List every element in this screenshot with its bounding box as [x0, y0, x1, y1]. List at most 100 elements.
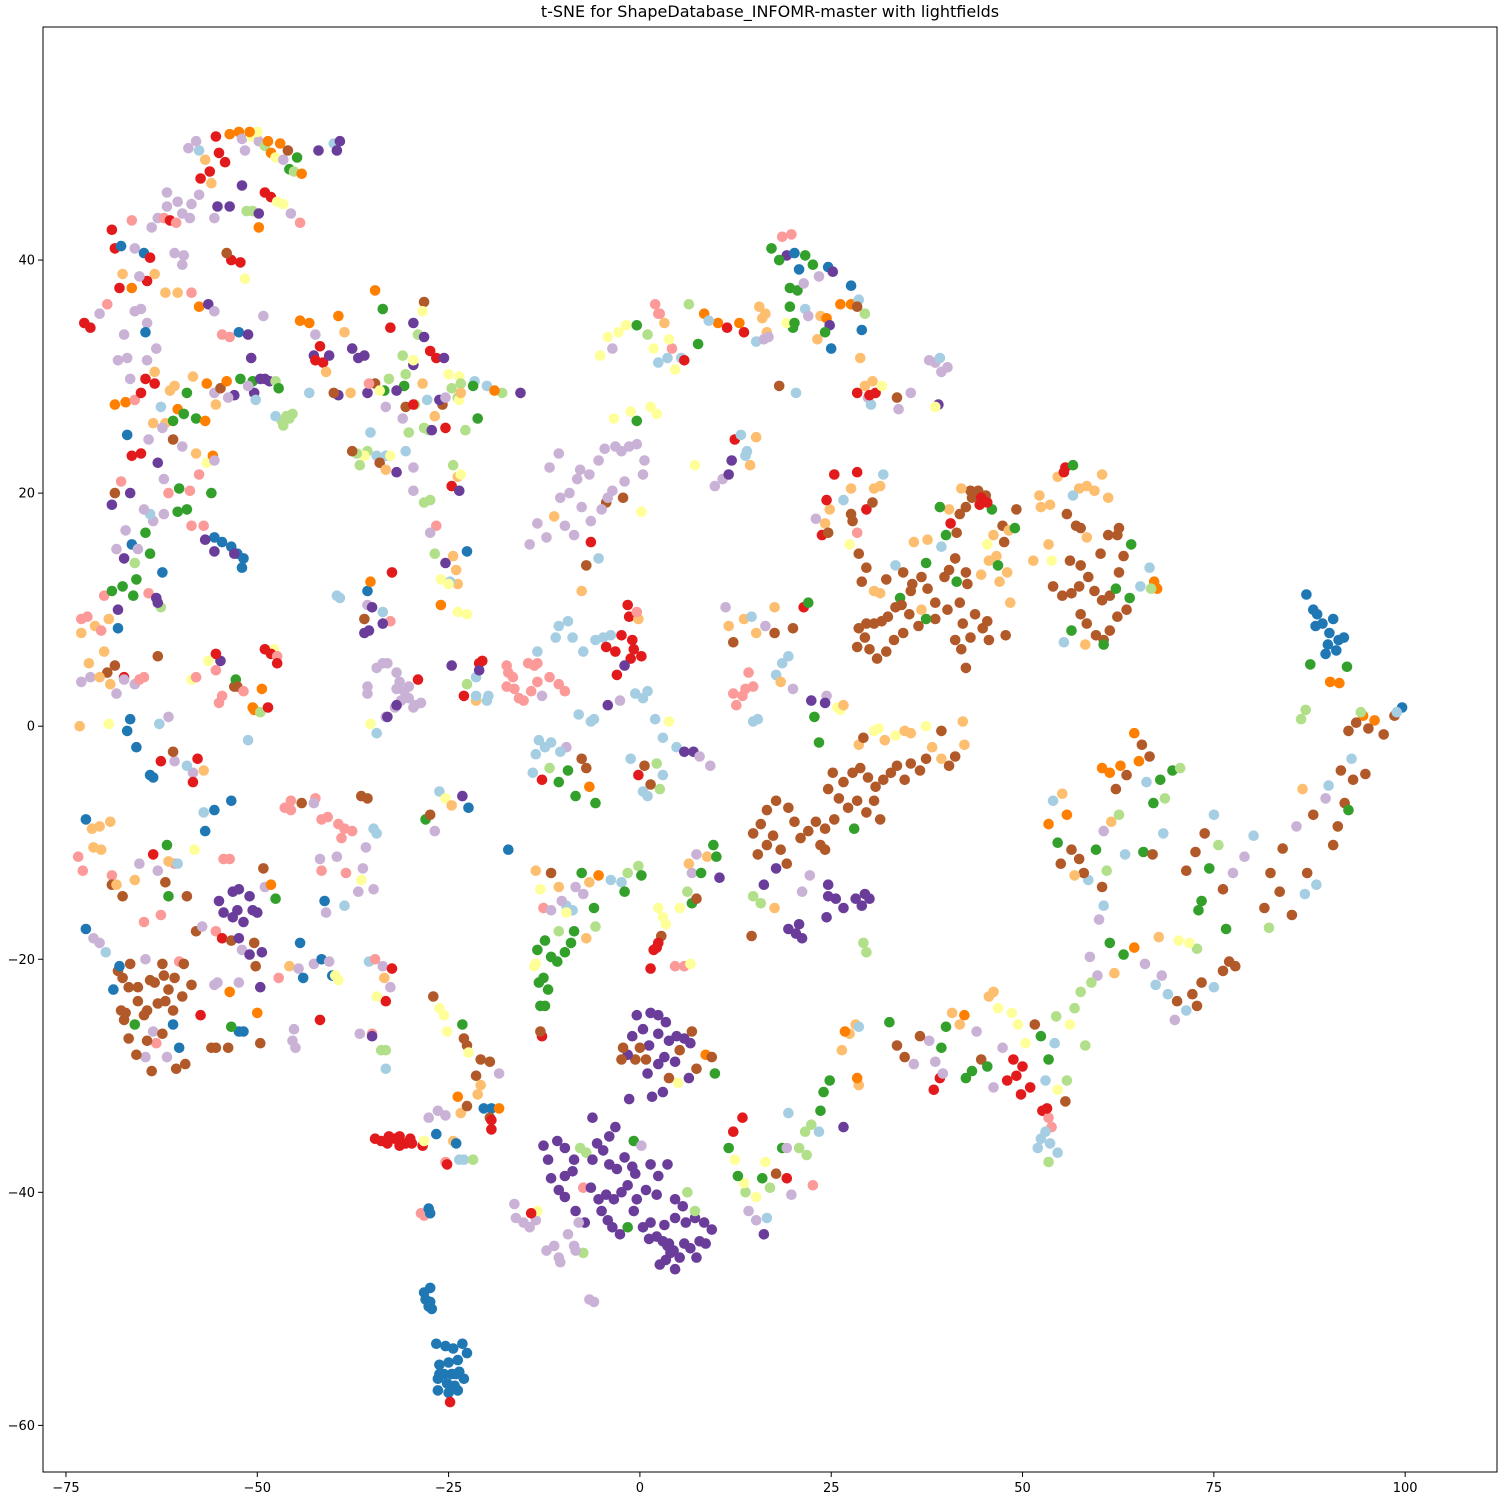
data-point — [578, 1182, 589, 1193]
data-point — [1141, 776, 1152, 788]
data-point — [851, 301, 863, 313]
data-point — [535, 1026, 546, 1037]
data-point — [1308, 604, 1319, 615]
data-point — [271, 658, 283, 669]
data-point — [913, 620, 924, 632]
data-point — [380, 995, 392, 1007]
data-point — [141, 317, 153, 329]
x-tick-label: −75 — [52, 1481, 79, 1496]
data-point — [657, 732, 669, 744]
data-point — [1061, 1075, 1073, 1086]
data-point — [362, 793, 373, 804]
data-point — [691, 849, 702, 860]
data-point — [975, 1054, 987, 1065]
data-point — [853, 1021, 865, 1033]
data-point — [1052, 1084, 1063, 1096]
data-point — [408, 462, 419, 473]
data-point — [1011, 1070, 1022, 1082]
data-point — [1350, 717, 1362, 728]
data-point — [1391, 706, 1403, 718]
data-point — [117, 891, 128, 902]
data-point — [634, 1042, 646, 1054]
data-point — [781, 1142, 793, 1154]
data-point — [669, 1056, 681, 1068]
data-point — [186, 287, 197, 299]
data-point — [382, 658, 393, 669]
data-point — [262, 135, 274, 147]
data-point — [152, 597, 164, 608]
data-point — [542, 984, 554, 995]
data-point — [374, 385, 386, 396]
data-point — [1060, 1096, 1071, 1107]
data-point — [859, 308, 871, 320]
data-point — [177, 259, 188, 271]
data-point — [637, 469, 649, 480]
data-point — [209, 546, 220, 557]
data-point — [691, 893, 702, 904]
data-point — [1199, 828, 1210, 839]
data-point — [703, 315, 715, 327]
data-point — [501, 681, 512, 692]
data-point — [541, 1245, 552, 1256]
data-point — [1181, 865, 1192, 876]
data-point — [193, 469, 205, 480]
data-point — [198, 520, 209, 532]
data-point — [244, 126, 255, 138]
data-point — [750, 627, 762, 639]
data-point — [585, 515, 597, 527]
data-point — [1089, 485, 1100, 497]
data-point — [340, 867, 352, 879]
data-point — [758, 334, 770, 345]
data-point — [669, 960, 681, 972]
data-point — [447, 459, 459, 471]
data-point — [209, 455, 220, 466]
data-point — [956, 483, 967, 494]
data-point — [530, 748, 542, 760]
data-point — [905, 727, 917, 739]
data-point — [870, 781, 881, 793]
data-point — [1320, 793, 1331, 804]
data-point — [383, 1131, 395, 1142]
data-point — [807, 259, 819, 271]
data-point — [548, 511, 560, 522]
data-point — [391, 667, 402, 678]
data-point — [610, 646, 621, 657]
data-point — [1187, 988, 1198, 1000]
data-point — [1139, 958, 1151, 970]
data-point — [529, 960, 540, 972]
data-point — [920, 720, 932, 732]
data-point — [1343, 725, 1354, 737]
data-point — [385, 450, 396, 462]
data-point — [418, 296, 430, 308]
data-point — [233, 933, 245, 944]
data-point — [1144, 562, 1155, 573]
data-point — [141, 275, 153, 287]
data-point — [821, 912, 832, 923]
data-point — [588, 1296, 600, 1308]
data-point — [224, 986, 235, 998]
data-point — [222, 1042, 234, 1054]
data-point — [1096, 469, 1108, 480]
data-point — [622, 867, 633, 879]
data-point — [578, 646, 589, 657]
data-point — [118, 329, 130, 340]
data-point — [1092, 970, 1103, 981]
data-point — [1158, 828, 1169, 839]
data-point — [1110, 583, 1122, 594]
data-point — [297, 972, 309, 984]
data-point — [403, 427, 415, 438]
data-point — [170, 1063, 182, 1075]
data-point — [196, 921, 208, 932]
data-point — [695, 867, 707, 879]
data-point — [320, 366, 332, 378]
data-point — [769, 627, 780, 639]
data-point — [859, 380, 871, 392]
data-point — [443, 1387, 454, 1399]
data-point — [698, 1217, 710, 1228]
data-point — [930, 613, 941, 625]
data-point — [625, 406, 636, 417]
data-point — [631, 415, 643, 427]
data-point — [590, 797, 601, 809]
data-point — [250, 394, 261, 406]
data-point — [856, 324, 868, 336]
